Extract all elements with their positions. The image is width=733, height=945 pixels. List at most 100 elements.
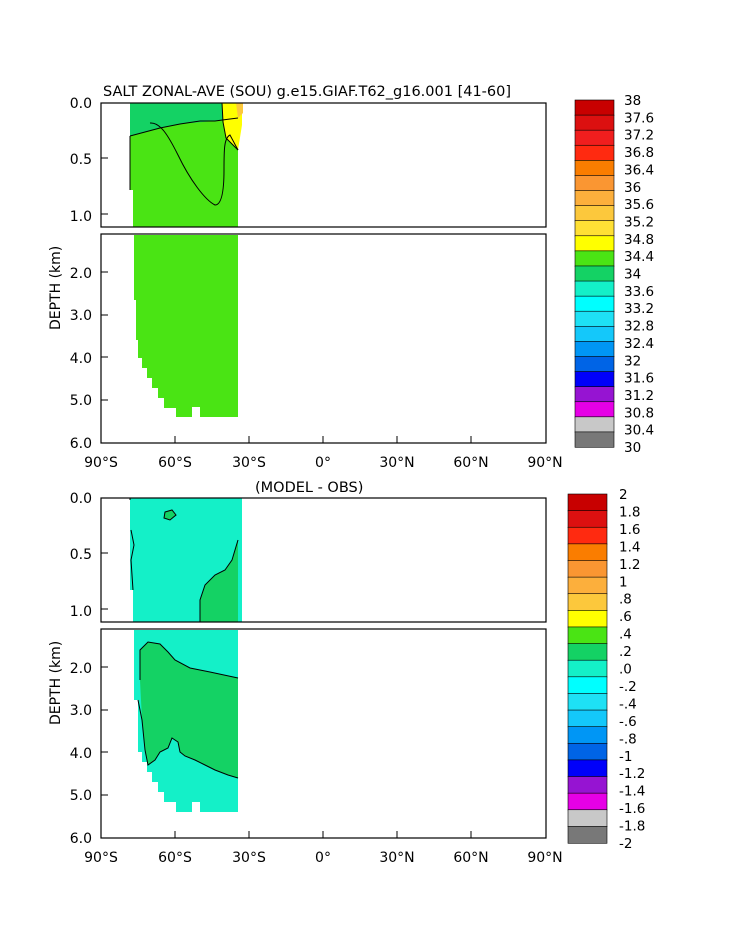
- salt-xtick-90N: 90°N: [527, 455, 562, 471]
- salt-contour-saline: [221, 102, 239, 151]
- diff-contour-lower-3: [137, 699, 146, 751]
- salt-xticks: 90°S 60°S 30°S 0° 30°N 60°N 90°N: [84, 455, 563, 471]
- salt-xtick-60N: 60°N: [453, 455, 488, 471]
- salt-colorbar-label-6: 35.6: [624, 197, 654, 213]
- salt-colorbar-swatch-20: [574, 401, 615, 418]
- diff-colorbar-swatch-0: [567, 493, 608, 512]
- salt-xtick-90S: 90°S: [84, 455, 118, 471]
- diff-colorbar-label-2: 1.6: [619, 522, 640, 538]
- diff-xtick-60S: 60°S: [158, 850, 192, 866]
- diff-colorbar-label-10: .0: [619, 662, 632, 678]
- diff-contour-lower-1: [139, 641, 239, 680]
- diff-colorbar-swatch-14: [567, 726, 608, 744]
- salt-colorbar-label-15: 32: [624, 353, 641, 369]
- diff-colorbar-label-20: -2: [619, 836, 632, 852]
- salt-colorbar-swatch-0: [574, 99, 615, 116]
- diff-colorbar-swatch-19: [567, 809, 608, 827]
- salt-colorbar-swatch-3: [574, 144, 615, 161]
- diff-ytick-2.0: 2.0: [70, 661, 92, 677]
- diff-contour-lower-2: [144, 737, 239, 779]
- salt-colorbar-swatch-9: [574, 235, 615, 252]
- salt-colorbar-label-0: 38: [624, 93, 641, 109]
- salt-contour-upper-1: [129, 117, 239, 137]
- diff-colorbar-label-4: 1.2: [619, 557, 640, 573]
- diff-colorbar-swatch-7: [567, 610, 608, 628]
- salt-colorbar-swatch-11: [574, 265, 615, 282]
- diff-ytick-1.0: 1.0: [70, 604, 92, 620]
- salt-colorbar-swatch-17: [574, 356, 615, 373]
- salt-colorbar-label-19: 30.4: [624, 423, 654, 439]
- salt-ytick-1.0: 1.0: [70, 209, 92, 225]
- salt-xtick-marks: [174, 436, 472, 443]
- diff-colorbar-label-0: 2: [619, 487, 628, 503]
- salt-panel: SALT ZONAL-AVE (SOU) g.e15.GIAF.T62_g16.…: [48, 84, 654, 471]
- diff-contour-upper-1: [199, 539, 239, 622]
- salt-colorbar-label-8: 34.8: [624, 232, 654, 248]
- salt-colorbar-label-7: 35.2: [624, 214, 654, 230]
- salt-colorbar-swatch-4: [574, 160, 615, 177]
- diff-panel-title: (MODEL - OBS): [255, 480, 363, 496]
- salt-colorbar-label-1: 37.6: [624, 110, 654, 126]
- salt-colorbar: 3837.637.236.836.43635.635.234.834.43433…: [574, 93, 654, 456]
- salt-colorbar-swatch-15: [574, 325, 615, 342]
- diff-colorbar-label-5: 1: [619, 574, 628, 590]
- diff-colorbar-label-8: .4: [619, 627, 632, 643]
- salt-colorbar-label-17: 31.2: [624, 388, 654, 404]
- salt-colorbar-label-16: 31.6: [624, 371, 654, 387]
- salt-field-fresh-lower: [134, 235, 238, 417]
- diff-colorbar-swatch-18: [567, 792, 608, 811]
- diff-ytick-marks: [101, 552, 108, 796]
- salt-colorbar-swatch-19: [574, 386, 615, 403]
- diff-ytick-4.0: 4.0: [70, 746, 92, 762]
- diff-panel: (MODEL - OBS) 0.0 0.5 1.0 2.0 3.0 4.0: [48, 480, 645, 866]
- salt-ytick-2.0: 2.0: [70, 266, 92, 282]
- diff-ylabel: DEPTH (km): [48, 641, 64, 725]
- salt-colorbar-label-3: 36.8: [624, 145, 654, 161]
- diff-ytick-3.0: 3.0: [70, 703, 92, 719]
- salt-colorbar-label-11: 33.6: [624, 284, 654, 300]
- salt-colorbar-swatch-2: [574, 129, 615, 146]
- salt-colorbar-label-18: 30.8: [624, 405, 654, 421]
- diff-colorbar-swatch-11: [567, 676, 608, 695]
- salt-colorbar-swatch-13: [574, 295, 615, 312]
- diff-ytick-0.5: 0.5: [70, 547, 92, 563]
- diff-ytick-0: 0.0: [70, 491, 92, 507]
- salt-colorbar-swatch-16: [574, 341, 615, 358]
- salt-colorbar-swatch-14: [574, 310, 615, 327]
- salt-colorbar-swatch-8: [574, 220, 615, 237]
- salt-colorbar-label-2: 37.2: [624, 128, 654, 144]
- salt-colorbar-label-13: 32.8: [624, 319, 654, 335]
- diff-colorbar-label-6: .8: [619, 592, 632, 608]
- salt-colorbar-swatch-6: [574, 190, 615, 207]
- diff-colorbar-swatch-6: [567, 593, 608, 611]
- diff-colorbar-label-1: 1.8: [619, 504, 640, 520]
- diff-colorbar-label-16: -1.2: [619, 766, 645, 782]
- diff-xtick-30N: 30°N: [379, 850, 414, 866]
- salt-ytick-0: 0.0: [70, 96, 92, 112]
- diff-ytick-5.0: 5.0: [70, 788, 92, 804]
- diff-ytick-6.0: 6.0: [70, 831, 92, 847]
- diff-colorbar-label-18: -1.6: [619, 801, 645, 817]
- diff-field-pos-lower: [140, 642, 238, 778]
- salt-ytick-3.0: 3.0: [70, 308, 92, 324]
- salt-ytick-4.0: 4.0: [70, 351, 92, 367]
- diff-upper-frame: [100, 497, 547, 623]
- salt-colorbar-swatch-22: [574, 431, 615, 448]
- diff-colorbar-swatch-1: [567, 510, 608, 528]
- diff-colorbar-swatch-3: [567, 543, 608, 562]
- salt-panel-fields: [129, 102, 243, 417]
- diff-field-pos-upper: [200, 540, 238, 622]
- diff-colorbar-swatch-15: [567, 742, 608, 761]
- diff-colorbar-swatch-20: [567, 826, 608, 844]
- diff-colorbar-label-11: -.2: [619, 679, 637, 695]
- salt-ytick-5.0: 5.0: [70, 393, 92, 409]
- diff-colorbar-label-14: -.8: [619, 731, 637, 747]
- diff-panel-fields: [129, 498, 242, 812]
- salt-colorbar-label-20: 30: [624, 440, 641, 456]
- diff-colorbar-swatch-5: [567, 576, 608, 595]
- salt-xtick-30N: 30°N: [379, 455, 414, 471]
- salt-colorbar-swatch-5: [574, 175, 615, 192]
- salt-field-mid-upper: [130, 103, 238, 136]
- diff-xtick-30S: 30°S: [232, 850, 266, 866]
